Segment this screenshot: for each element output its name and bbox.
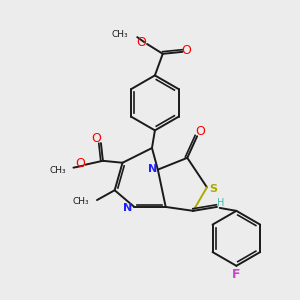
- Text: N: N: [148, 164, 158, 174]
- Text: O: O: [182, 44, 191, 57]
- Text: S: S: [209, 184, 217, 194]
- Text: O: O: [91, 132, 101, 145]
- Text: F: F: [232, 268, 241, 281]
- Text: H: H: [217, 198, 224, 208]
- Text: N: N: [123, 203, 132, 213]
- Text: CH₃: CH₃: [112, 30, 128, 39]
- Text: O: O: [136, 35, 146, 49]
- Text: O: O: [75, 157, 85, 170]
- Text: O: O: [195, 125, 205, 138]
- Text: CH₃: CH₃: [50, 166, 67, 175]
- Text: CH₃: CH₃: [73, 196, 89, 206]
